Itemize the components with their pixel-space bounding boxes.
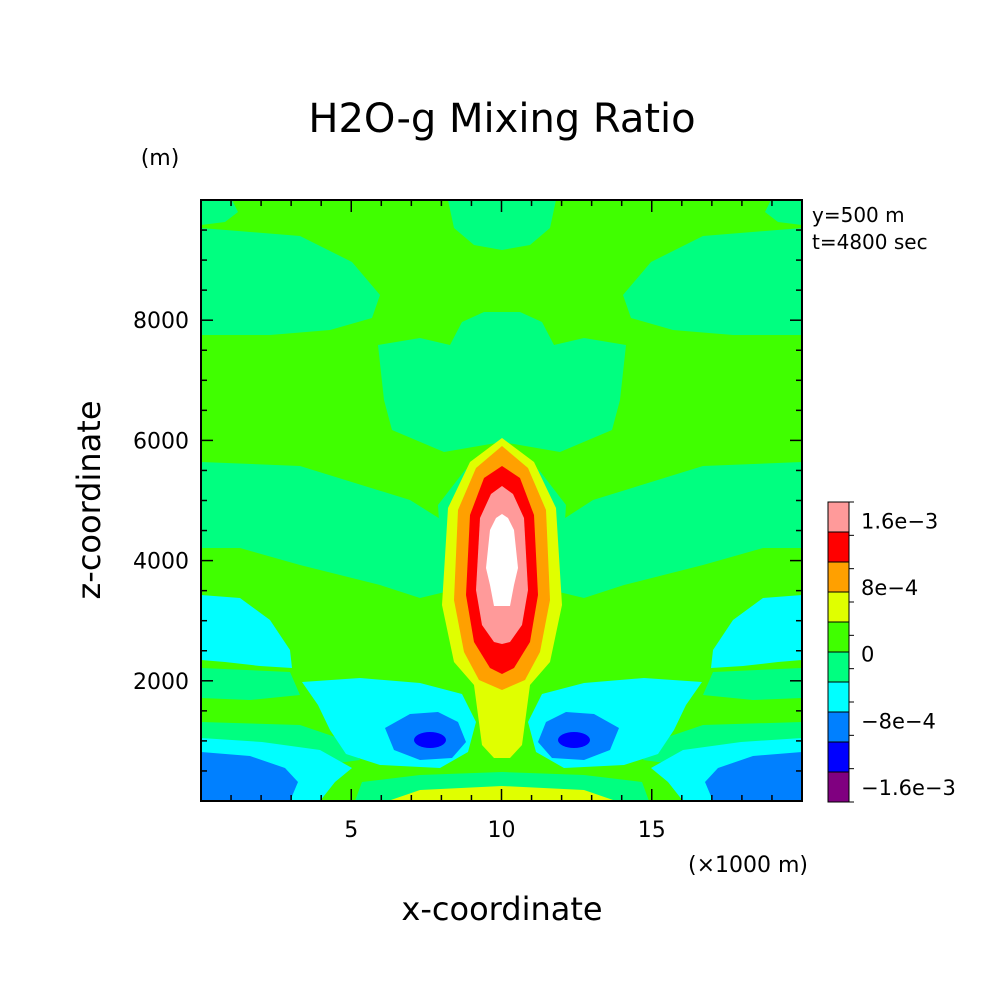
contour-right-upper-lobe xyxy=(623,228,802,335)
y-tick-label: 2000 xyxy=(133,670,189,695)
colorbar-label: −8e−4 xyxy=(861,709,936,733)
x-tick-label: 10 xyxy=(488,818,516,843)
colorbar-swatch xyxy=(827,651,850,683)
contour-field xyxy=(201,200,802,801)
contour-right-cyan-upper xyxy=(711,595,802,668)
contour-left-cyan-upper xyxy=(201,595,292,668)
colorbar-label: −1.6e−3 xyxy=(861,776,956,800)
contour-upper-central-plume xyxy=(378,312,626,452)
x-axis-title: x-coordinate xyxy=(401,890,602,928)
contour-left-top-corner xyxy=(201,200,238,225)
contour-left-lower-band xyxy=(201,668,300,700)
contour-right-lower-band xyxy=(703,668,802,700)
colorbar-label: 8e−4 xyxy=(861,576,918,600)
contour-right-bottom-blue xyxy=(705,752,802,801)
y-axis-title: z-coordinate xyxy=(70,400,108,599)
colorbar-swatch xyxy=(827,681,850,713)
annotation-y: y=500 m xyxy=(812,203,905,227)
contour-right-mid-band xyxy=(559,462,802,598)
y-unit-label: (m) xyxy=(141,146,180,171)
colorbar-label: 1.6e−3 xyxy=(861,509,938,533)
colorbar-swatch xyxy=(827,561,850,593)
colorbar-swatch xyxy=(827,501,850,533)
x-unit-label: (×1000 m) xyxy=(688,853,808,878)
contour-top-center-lobe xyxy=(448,200,556,250)
y-tick-label: 6000 xyxy=(133,429,189,454)
colorbar-label: 0 xyxy=(861,643,874,667)
colorbar-swatch xyxy=(827,591,850,623)
annotation-t: t=4800 sec xyxy=(812,230,928,254)
contour-right-minimum-blue xyxy=(558,732,590,748)
colorbar-swatch xyxy=(827,621,850,653)
x-axis: 5 10 15 xyxy=(230,200,773,843)
y-tick-label: 8000 xyxy=(133,309,189,334)
contour-left-mid-band xyxy=(201,462,445,598)
contour-left-upper-lobe xyxy=(201,228,380,335)
contour-left-bottom-blue xyxy=(201,752,298,801)
x-tick-label: 5 xyxy=(344,818,358,843)
y-axis: 2000 4000 6000 8000 xyxy=(133,229,802,772)
y-tick-label: 4000 xyxy=(133,550,189,575)
contour-right-top-corner xyxy=(765,200,802,225)
colorbar-swatch xyxy=(827,531,850,563)
x-tick-label: 15 xyxy=(638,818,666,843)
colorbar-swatch xyxy=(827,711,850,743)
chart-title: H2O-g Mixing Ratio xyxy=(308,96,695,142)
colorbar-swatch xyxy=(827,771,850,803)
contour-plume-core-white xyxy=(486,514,518,606)
contour-left-minimum-blue xyxy=(414,732,446,748)
colorbar-swatch xyxy=(827,741,850,773)
colorbar: −1.6e−3 −8e−4 0 8e−4 1.6e−3 xyxy=(827,501,956,803)
